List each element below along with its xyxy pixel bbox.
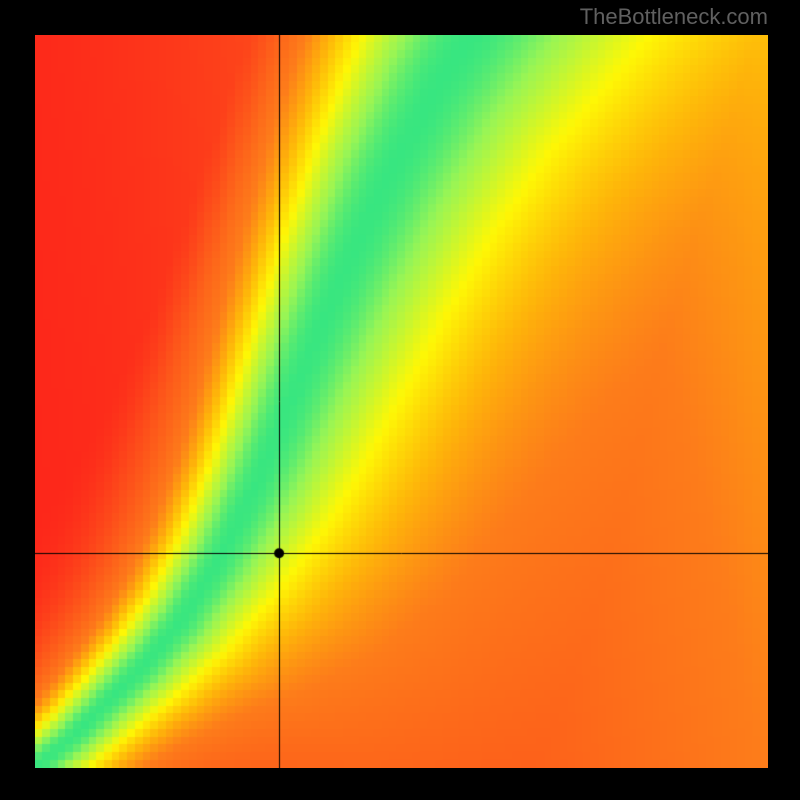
watermark-text: TheBottleneck.com (580, 4, 768, 30)
heatmap-plot (35, 35, 768, 768)
chart-container: TheBottleneck.com (0, 0, 800, 800)
